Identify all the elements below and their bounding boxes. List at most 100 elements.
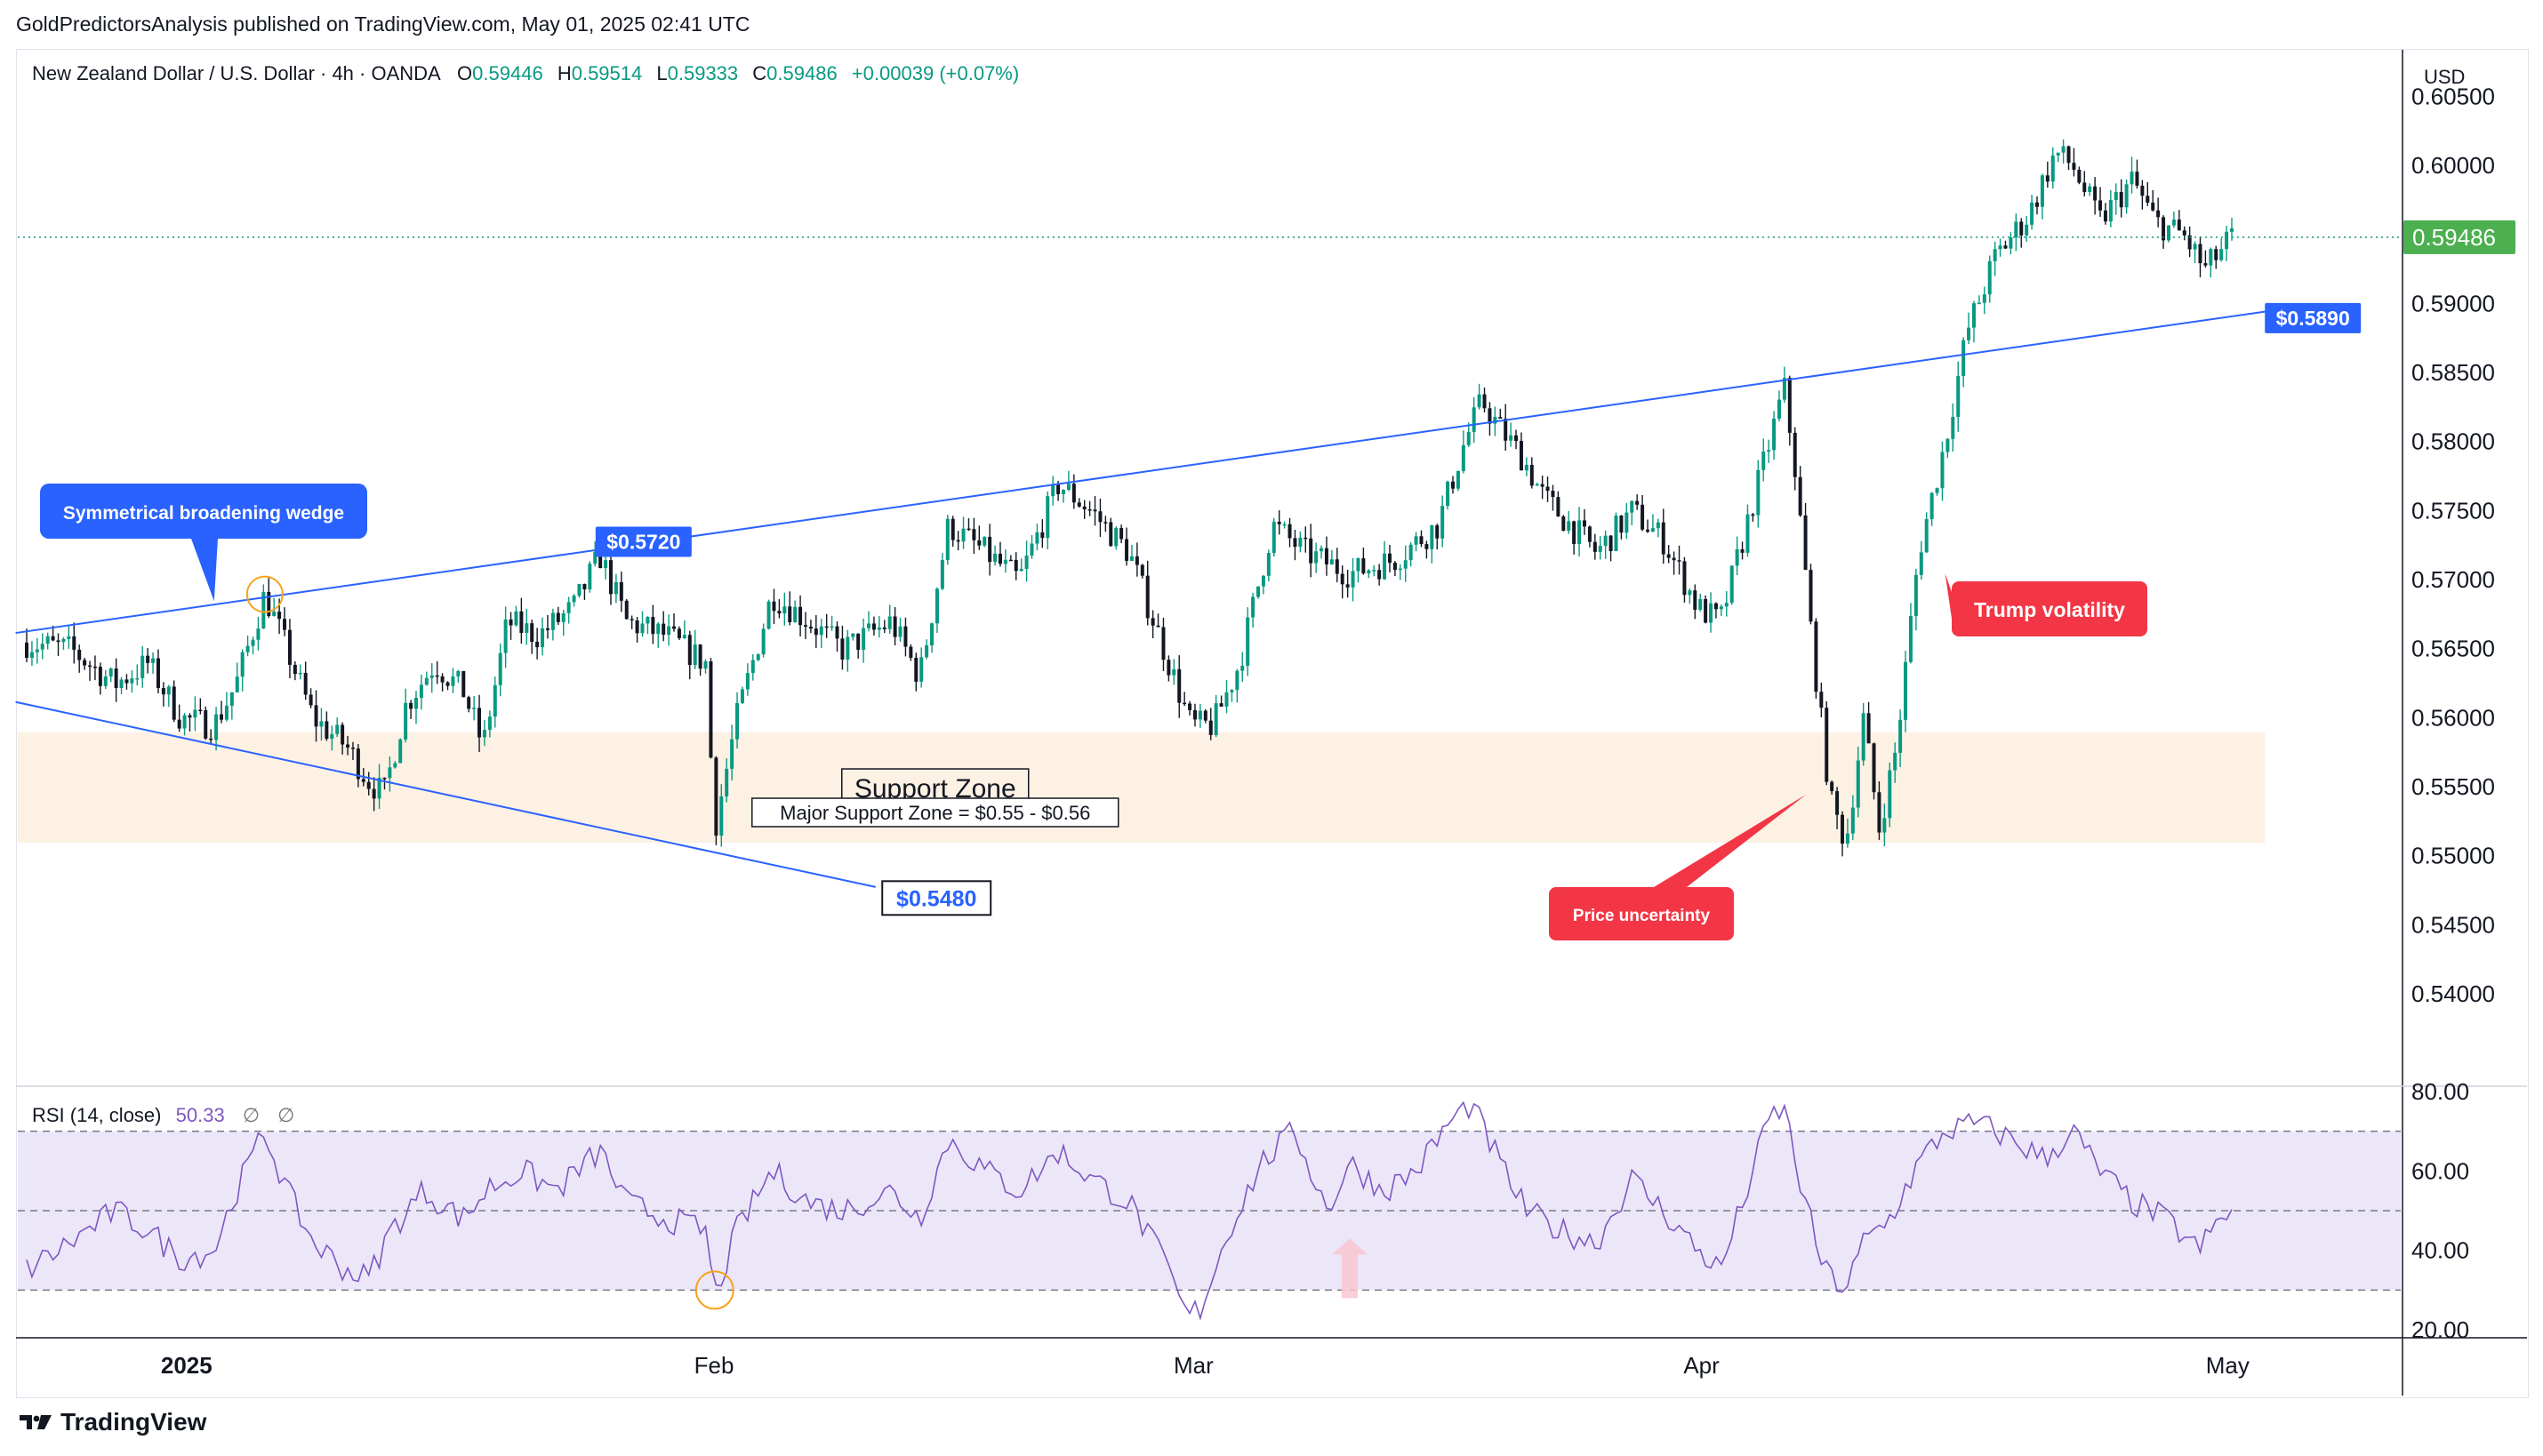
callout-wedge-pointer xyxy=(191,539,218,602)
symbol-name[interactable]: New Zealand Dollar / U.S. Dollar · 4h · … xyxy=(32,62,441,84)
candle-body xyxy=(1408,544,1413,561)
candle-body xyxy=(1666,554,1671,558)
candle-body xyxy=(398,739,403,764)
candle-body xyxy=(2203,263,2208,266)
rsi-tick-label: 60.00 xyxy=(2411,1157,2469,1184)
label-5890-box[interactable] xyxy=(2265,302,2362,333)
candle-body xyxy=(1987,260,1992,295)
candle-body xyxy=(1451,481,1456,489)
candle-body xyxy=(2014,221,2018,238)
candle-body xyxy=(867,623,871,628)
candle-body xyxy=(51,636,55,641)
candle-body xyxy=(1192,709,1197,720)
candle-body xyxy=(940,560,944,589)
candle-body xyxy=(1030,543,1034,556)
candle-body xyxy=(130,678,134,684)
candle-body xyxy=(1298,537,1303,548)
candle-body xyxy=(1882,818,1887,833)
candle-body xyxy=(214,714,219,740)
candle-body xyxy=(256,628,261,640)
candle-body xyxy=(146,655,150,663)
candle-body xyxy=(2156,210,2161,218)
candle-body xyxy=(2151,202,2155,211)
candle-body xyxy=(945,518,950,561)
candle-body xyxy=(1614,516,1618,551)
candle-body xyxy=(2166,225,2170,241)
candle-body xyxy=(277,612,282,620)
callout-trump-box[interactable] xyxy=(1952,581,2147,636)
candle-body xyxy=(67,636,71,639)
trendline-lower-wedge[interactable] xyxy=(15,700,877,888)
candle-body xyxy=(182,715,187,729)
candle-body xyxy=(635,620,639,634)
candle-body xyxy=(893,616,897,637)
candle-body xyxy=(472,708,477,709)
candle-body xyxy=(2072,163,2076,171)
candle-body xyxy=(1940,452,1945,489)
candle-body xyxy=(1066,484,1071,491)
candle-body xyxy=(604,560,608,569)
candle-body xyxy=(1641,504,1645,530)
candle-body xyxy=(1056,484,1061,494)
candle-body xyxy=(1898,719,1903,753)
price-tick-label: 0.54000 xyxy=(2411,980,2495,1007)
label-5480-box[interactable] xyxy=(881,880,992,916)
candle-body xyxy=(92,666,97,668)
candle-body xyxy=(108,668,113,677)
candle-body xyxy=(1551,491,1555,498)
candle-body xyxy=(1208,720,1213,735)
candle-body xyxy=(1524,464,1528,471)
candle-body xyxy=(914,658,919,682)
callout-uncertainty-box[interactable] xyxy=(1549,887,1734,940)
candle-body xyxy=(1304,537,1308,540)
candle-series[interactable] xyxy=(25,139,2234,857)
candle-body xyxy=(151,658,156,663)
rsi-line[interactable] xyxy=(26,1100,2233,1321)
candle-body xyxy=(1787,378,1792,433)
label-5720-box[interactable] xyxy=(595,526,692,557)
tradingview-footer[interactable]: TradingView xyxy=(18,1408,206,1436)
rsi-title[interactable]: RSI (14, close) xyxy=(32,1104,162,1126)
candle-body xyxy=(1414,536,1418,545)
candle-body xyxy=(1872,743,1876,793)
candle-body xyxy=(404,702,408,740)
candle-body xyxy=(445,682,450,686)
candle-body xyxy=(2025,224,2029,236)
candle-body xyxy=(204,709,208,739)
candle-body xyxy=(1466,431,1471,445)
candle-body xyxy=(1008,559,1013,562)
candle-body xyxy=(777,611,782,614)
candle-body xyxy=(2198,244,2202,264)
candle-body xyxy=(1082,506,1087,510)
rsi-legend[interactable]: RSI (14, close) 50.33 ∅ ∅ xyxy=(32,1104,294,1127)
candle-body xyxy=(824,626,829,628)
candle-body xyxy=(1019,568,1023,572)
candle-body xyxy=(925,645,929,658)
candle-body xyxy=(1440,506,1445,539)
candle-body xyxy=(2103,210,2107,222)
candle-body xyxy=(614,581,618,595)
candle-body xyxy=(719,796,724,836)
candle-body xyxy=(224,705,229,720)
candle-body xyxy=(672,626,677,629)
candle-body xyxy=(2009,237,2013,249)
high-value: 0.59514 xyxy=(571,62,643,84)
candle-body xyxy=(1756,469,1761,516)
candle-body xyxy=(1145,575,1150,619)
price-tick-label: 0.55000 xyxy=(2411,843,2495,869)
symbol-legend[interactable]: New Zealand Dollar / U.S. Dollar · 4h · … xyxy=(32,62,1028,85)
candle-body xyxy=(1866,713,1871,744)
callout-wedge-box[interactable] xyxy=(40,484,367,539)
candle-body xyxy=(1861,713,1865,761)
time-tick-label: Mar xyxy=(1174,1352,1214,1379)
support-zone-band xyxy=(18,732,2266,844)
candle-body xyxy=(88,665,92,668)
candle-body xyxy=(1345,584,1350,588)
candle-body xyxy=(1488,408,1492,424)
candle-body xyxy=(1103,522,1108,524)
trendline-upper-wedge[interactable] xyxy=(15,308,2288,635)
candle-body xyxy=(1261,575,1265,587)
candle-body xyxy=(2098,200,2103,211)
support-detail-box[interactable] xyxy=(751,797,1119,828)
